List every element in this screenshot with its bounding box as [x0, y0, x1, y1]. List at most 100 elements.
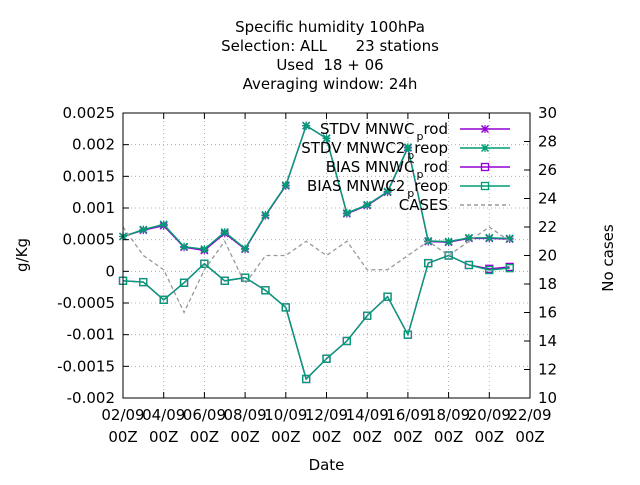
y2-tick-label: 10 [538, 389, 557, 407]
y2-tick-label: 22 [538, 218, 557, 236]
series-line [122, 226, 511, 315]
y2-tick-label: 30 [538, 104, 557, 122]
legend-label-sub: p [407, 149, 414, 162]
data-point [485, 265, 494, 275]
series-2 [118, 251, 514, 384]
series-4 [122, 226, 511, 315]
y-axis: -0.002 -0.0015 -0.001 -0.0005 0 0.0005 0.001 0.… [57, 104, 129, 407]
data-point [261, 286, 270, 295]
legend-label-main: STDV MNWC [320, 120, 414, 138]
y2-axis: 10 12 14 16 18 20 22 24 26 28 30 [524, 104, 557, 407]
legend-swatch-marker [480, 124, 490, 134]
y2-tick-label: 16 [538, 304, 557, 322]
data-point [241, 244, 250, 253]
x-axis-label: Date [309, 456, 345, 474]
legend-label: BIAS MNWC prod [326, 158, 448, 181]
legend-label-tail: reop [414, 139, 448, 157]
data-point [485, 233, 494, 242]
data-point [139, 277, 148, 287]
data-point [342, 209, 351, 218]
data-point [159, 295, 168, 304]
y-tick-label: 0.001 [72, 199, 115, 217]
x-tick-label-time: 00Z [149, 428, 178, 446]
y-tick-label: -0.0015 [57, 357, 115, 375]
legend-label-main: STDV MNWC2 [301, 139, 405, 157]
x-tick-label-date: 06/09 [183, 406, 226, 424]
x-tick-label-date: 10/09 [264, 406, 307, 424]
legend-label-tail: reop [414, 177, 448, 195]
y2-tick-label: 12 [538, 361, 557, 379]
data-point [464, 233, 473, 242]
x-tick-label-time: 00Z [353, 428, 382, 446]
y2-tick-label: 28 [538, 133, 557, 151]
data-point [281, 303, 290, 312]
data-point [322, 134, 331, 143]
legend-label-tail: rod [423, 120, 448, 138]
series-line [122, 254, 510, 381]
y2-tick-label: 14 [538, 332, 557, 350]
legend-label: STDV MNWC2 preop [301, 139, 448, 162]
data-point [179, 278, 189, 287]
legend-label: BIAS MNWC2 preop [307, 177, 448, 200]
data-point [505, 234, 514, 243]
data-point [464, 260, 474, 270]
data-point [403, 330, 413, 339]
legend-label: CASES [399, 196, 448, 214]
x-tick-label-time: 00Z [190, 428, 219, 446]
x-tick-label-date: 22/09 [508, 406, 551, 424]
legend-label-sub: p [407, 187, 414, 200]
data-point [302, 121, 311, 130]
chart-title-line: Selection: ALL 23 stations [221, 37, 439, 55]
data-point [261, 210, 270, 219]
data-point [403, 143, 412, 152]
series-3 [118, 251, 514, 384]
data-point [281, 181, 290, 190]
data-point [444, 251, 453, 260]
legend-swatch-marker [480, 162, 490, 172]
y-tick-label: -0.002 [67, 389, 115, 407]
legend-label-main: BIAS MNWC [326, 158, 415, 176]
x-tick-label-date: 18/09 [427, 406, 470, 424]
y2-tick-label: 26 [538, 161, 557, 179]
x-tick-label-time: 00Z [434, 428, 463, 446]
legend-label: STDV MNWC prod [320, 120, 448, 143]
x-tick-label-time: 00Z [271, 428, 300, 446]
y-tick-label: -0.0005 [57, 294, 115, 312]
x-tick-label-time: 00Z [312, 428, 341, 446]
x-axis: 02/0900Z04/0900Z06/0900Z08/0900Z10/0900Z… [101, 113, 552, 446]
x-tick-label-time: 00Z [230, 428, 259, 446]
y-tick-label: 0 [105, 262, 115, 280]
series-line [122, 254, 510, 381]
legend-label-main: BIAS MNWC2 [307, 177, 405, 195]
data-point [322, 354, 331, 363]
data-point [220, 276, 229, 285]
chart-title-line: Used 18 + 06 [276, 56, 383, 74]
x-tick-label-date: 20/09 [468, 406, 511, 424]
y2-axis-label: No cases [599, 224, 617, 292]
data-point [383, 187, 392, 196]
x-tick-label-date: 12/09 [305, 406, 348, 424]
x-tick-label-date: 02/09 [101, 406, 144, 424]
legend-swatch-marker [480, 181, 490, 191]
data-point [139, 225, 148, 234]
legend-label-sub: p [416, 130, 423, 143]
data-point [363, 311, 372, 320]
x-tick-label-time: 00Z [393, 428, 422, 446]
x-tick-label-time: 00Z [108, 428, 137, 446]
y-tick-label: 0.0015 [63, 167, 116, 185]
legend-swatch-marker [480, 143, 490, 153]
data-point [505, 264, 514, 273]
y-tick-label: -0.001 [67, 326, 115, 344]
x-tick-label-date: 14/09 [346, 406, 389, 424]
x-tick-label-date: 16/09 [386, 406, 429, 424]
data-point [444, 237, 453, 246]
legend-label-tail: rod [423, 158, 448, 176]
x-tick-label-date: 04/09 [142, 406, 185, 424]
data-point [424, 258, 433, 268]
series-layer [118, 121, 514, 384]
legend-label-main: CASES [399, 196, 448, 214]
